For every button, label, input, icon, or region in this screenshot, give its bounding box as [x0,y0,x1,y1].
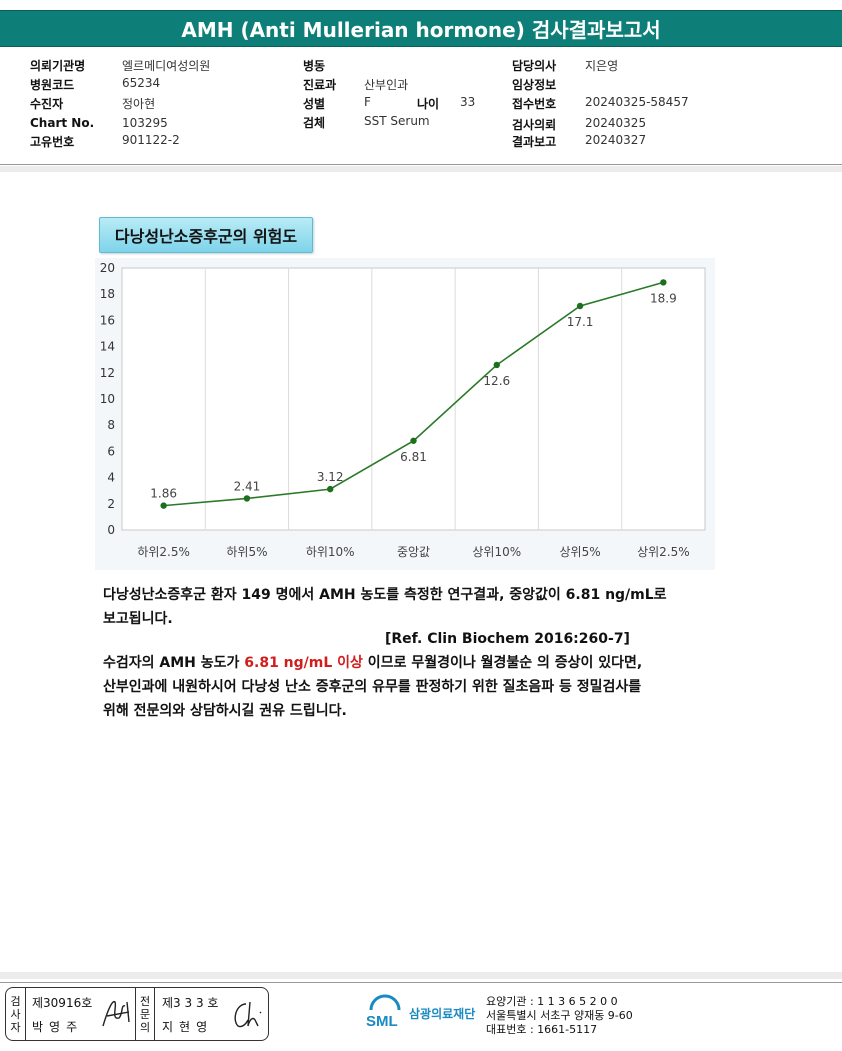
data-point [160,502,167,509]
specialist-label: 전 문 의 [135,988,155,1040]
data-label: 17.1 [567,315,594,329]
org-address: 서울특별시 서초구 양재동 9-60 [486,1009,633,1022]
data-label: 6.81 [400,450,427,464]
data-label: 2.41 [234,479,261,493]
info-value: 65234 [122,76,161,90]
info-label: 병원코드 [30,78,75,92]
data-label: 12.6 [483,374,510,388]
inspector-signature [102,1000,130,1027]
data-label: 18.9 [650,291,677,305]
info-value: 정아현 [122,97,156,111]
info-value: 20240325-58457 [585,95,689,109]
x-tick-label: 상위5% [560,545,601,559]
recommendation-line-2: 산부인과에 내원하시어 다낭성 난소 증후군의 유무를 판정하기 위한 질초음파… [103,679,642,695]
divider [0,972,842,979]
info-label: 진료과 [303,78,337,92]
rec-threshold: 6.81 ng/mL 이상 [244,655,363,671]
specialist-number: 제3 3 3 호 [162,996,219,1010]
info-value: 엘르메디여성의원 [122,59,211,73]
info-value: 901122-2 [122,133,180,147]
info-label: 담당의사 [512,59,557,73]
specialist-signature [234,1001,262,1028]
inspector-name: 박영주 [32,1020,84,1034]
study-paragraph: 다낭성난소증후군 환자 149 명에서 AMH 농도를 측정한 연구결과, 중앙… [103,583,667,631]
info-label: 성별 [303,97,326,111]
rec-post: 이므로 무월경이나 월경불순 의 증상이 있다면, [362,655,643,671]
organization-info: 요양기관 : 1 1 3 6 5 2 0 0 서울특별시 서초구 양재동 9-6… [486,995,633,1037]
sml-logo: SML 삼광의료재단 [365,994,475,1032]
info-value: 33 [460,95,476,109]
data-point [660,279,667,286]
y-tick-label: 14 [100,340,115,354]
data-point [493,361,500,369]
info-label: 고유번호 [30,135,75,149]
x-tick-label: 하위10% [306,545,355,559]
recommendation-line-3: 위해 전문의와 상담하시길 권유 드립니다. [103,703,347,719]
data-point [327,485,334,493]
y-tick-label: 0 [107,523,115,537]
divider [0,982,842,983]
data-label: 3.12 [317,470,344,484]
signature-box: 검 사 자 제30916호 박영주 전 문 의 제3 3 3 호 지현영 [5,987,269,1041]
inspector-label: 검 사 자 [6,988,26,1040]
info-label: 검체 [303,116,326,130]
patient-info: 의뢰기관명 엘르메디여성의원 병원코드 65234 수진자 정아현 Chart … [0,55,842,155]
reference: [Ref. Clin Biochem 2016:260-7] [385,631,630,647]
info-label: 나이 [417,97,440,111]
x-tick-label: 상위2.5% [637,545,690,559]
study-line-2: 보고됩니다. [103,611,173,627]
divider [0,166,842,172]
info-value: 20240327 [585,133,647,147]
info-label: 병동 [303,59,326,73]
x-tick-label: 하위5% [226,545,267,559]
data-label: 1.86 [150,487,177,501]
y-tick-label: 2 [107,497,115,511]
risk-line-chart: 0 2 4 6 8 10 12 14 16 18 20 하위2.5% 하위5% 하위10% 중앙값 상위10%… [95,258,715,570]
risk-section-title: 다낭성난소증후군의 위험도 [99,217,313,253]
y-tick-label: 12 [100,366,115,380]
info-value: F [364,95,371,109]
y-tick-label: 6 [107,444,115,458]
info-value: SST Serum [364,114,430,128]
logo-text: 삼광의료재단 [409,1006,476,1021]
info-value: 지은영 [585,59,619,73]
info-value: 20240325 [585,116,647,130]
y-tick-label: 16 [100,313,115,327]
info-label: 임상정보 [512,78,557,92]
divider [0,164,842,165]
y-tick-label: 8 [107,418,115,432]
recommendation-paragraph: 수검자의 AMH 농도가 6.81 ng/mL 이상 이므로 무월경이나 월경불… [103,651,642,723]
data-point [576,302,584,310]
inspector-number: 제30916호 [32,996,93,1010]
y-tick-label: 10 [100,392,115,406]
y-tick-label: 4 [107,471,115,485]
sml-logo-mark: SML [366,994,401,1030]
info-label: 결과보고 [512,135,557,149]
specialist-name: 지현영 [162,1020,214,1034]
plot-area [121,267,706,531]
x-tick-label: 중앙값 [397,545,430,559]
x-tick-label: 하위2.5% [137,545,190,559]
rec-pre: 수검자의 AMH 농도가 [103,655,245,671]
info-value: 산부인과 [364,78,409,92]
data-point [243,495,251,502]
report-title: AMH (Anti Mullerian hormone) 검사결과보고서 [0,10,842,47]
x-tick-label: 상위10% [472,545,521,559]
data-point [410,437,417,444]
info-label: 접수번호 [512,97,557,111]
info-label: 수진자 [30,97,64,111]
info-label: Chart No. [30,116,95,130]
org-code: 요양기관 : 1 1 3 6 5 2 0 0 [486,995,618,1008]
y-tick-label: 20 [100,261,115,275]
y-tick-label: 18 [100,287,115,301]
info-label: 의뢰기관명 [30,59,86,73]
info-label: 검사의뢰 [512,118,557,132]
recommendation-line-1: 수검자의 AMH 농도가 6.81 ng/mL 이상 이므로 무월경이나 월경불… [103,651,642,675]
org-phone: 대표번호 : 1661-5117 [486,1023,598,1036]
info-value: 103295 [122,116,168,130]
logo-mark-text: SML [366,1013,398,1030]
study-line-1: 다낭성난소증후군 환자 149 명에서 AMH 농도를 측정한 연구결과, 중앙… [103,587,667,603]
